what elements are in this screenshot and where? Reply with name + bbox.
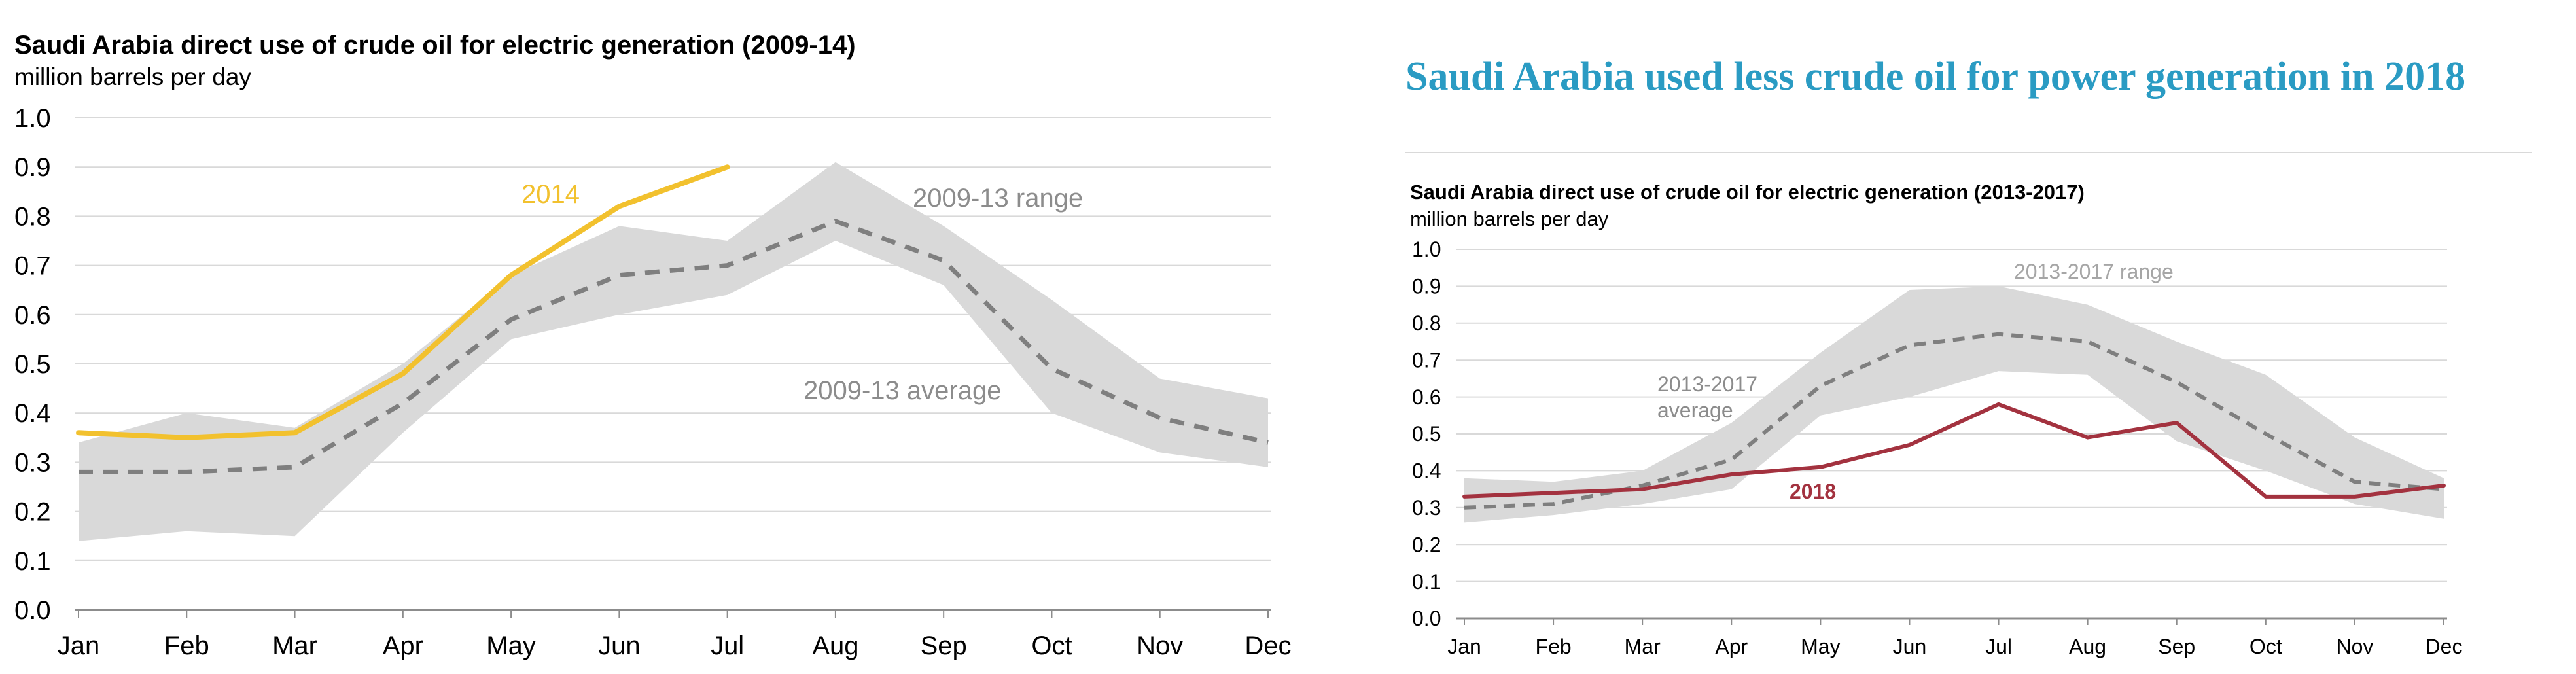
c1-y-tick-label: 1.0 xyxy=(14,104,51,133)
c1-y-tick-label: 0.9 xyxy=(14,153,51,182)
chart1-subtitle: million barrels per day xyxy=(14,63,251,90)
c2-x-tick-label: Jul xyxy=(1985,635,2012,658)
c1-y-tick-label: 0.2 xyxy=(14,498,51,527)
chart1-annotation-2014: 2014 xyxy=(521,180,580,209)
c2-x-tick-label: Feb xyxy=(1536,635,1572,658)
chart2-subtitle: million barrels per day xyxy=(1410,207,1609,230)
c2-x-tick-label: Mar xyxy=(1625,635,1661,658)
header-divider xyxy=(1405,152,2532,153)
chart2-title: Saudi Arabia direct use of crude oil for… xyxy=(1410,181,2085,204)
c2-y-tick-label: 1.0 xyxy=(1412,238,1441,261)
c2-y-tick-label: 0.0 xyxy=(1412,607,1441,630)
c2-y-tick-label: 0.4 xyxy=(1412,459,1441,483)
chart-2013-2017: Saudi Arabia direct use of crude oil for… xyxy=(1410,181,2462,658)
c2-y-tick-label: 0.9 xyxy=(1412,275,1441,298)
c1-y-tick-label: 0.3 xyxy=(14,448,51,477)
page-header-title: Saudi Arabia used less crude oil for pow… xyxy=(1405,54,2466,99)
c2-x-tick-label: Sep xyxy=(2158,635,2195,658)
c1-x-tick-label: Feb xyxy=(164,631,209,660)
c1-x-tick-label: Oct xyxy=(1031,631,1072,660)
c1-y-tick-label: 0.6 xyxy=(14,301,51,330)
c1-y-tick-label: 0.4 xyxy=(14,399,51,428)
chart2-y-axis: 0.0 0.1 0.2 0.3 0.4 0.5 0.6 0.7 0.8 0.9 1.0 xyxy=(1412,238,1441,630)
c2-y-tick-label: 0.5 xyxy=(1412,422,1441,446)
chart2-annotation-average-line2: average xyxy=(1657,399,1733,422)
c2-y-tick-label: 0.2 xyxy=(1412,533,1441,556)
c2-y-tick-label: 0.6 xyxy=(1412,385,1441,409)
chart2-range-band xyxy=(1464,286,2444,523)
c2-series-line-2018 xyxy=(1462,402,2446,499)
c2-x-tick-label: Apr xyxy=(1715,635,1748,658)
c2-x-tick-label: Jun xyxy=(1893,635,1927,658)
c1-y-tick-label: 0.8 xyxy=(14,202,51,231)
chart2-x-axis: Jan Feb Mar Apr May Jun Jul Aug Sep Oct Nov Dec xyxy=(1447,618,2462,658)
c2-y-tick-label: 0.8 xyxy=(1412,311,1441,335)
c1-x-tick-label: May xyxy=(486,631,536,660)
c1-series-line-2014 xyxy=(76,164,730,440)
chart2-annotation-range: 2013-2017 range xyxy=(2014,260,2174,283)
chart-2009-14: Saudi Arabia direct use of crude oil for… xyxy=(14,31,1292,660)
c1-x-tick-label: Apr xyxy=(383,631,423,660)
chart2-annotation-average-line1: 2013-2017 xyxy=(1657,372,1757,396)
chart1-series xyxy=(76,164,1269,474)
c1-x-tick-label: Nov xyxy=(1137,631,1183,660)
c1-y-tick-label: 0.0 xyxy=(14,596,51,625)
chart1-title: Saudi Arabia direct use of crude oil for… xyxy=(14,31,856,60)
c1-x-tick-label: Jan xyxy=(58,631,100,660)
chart1-range-band xyxy=(79,162,1268,541)
chart1-x-axis: Jan Feb Mar Apr May Jun Jul Aug Sep Oct Nov Dec xyxy=(58,610,1292,660)
c2-y-tick-label: 0.3 xyxy=(1412,496,1441,520)
c1-x-tick-label: Mar xyxy=(272,631,317,660)
c1-series-line-2009-13-average xyxy=(79,219,1269,474)
c2-y-tick-label: 0.7 xyxy=(1412,348,1441,372)
c2-x-tick-label: May xyxy=(1801,635,1840,658)
chart1-y-axis: 0.0 0.1 0.2 0.3 0.4 0.5 0.6 0.7 0.8 0.9 1.0 xyxy=(14,104,51,625)
chart2-annotation-2018: 2018 xyxy=(1790,480,1836,503)
chart2-series xyxy=(1462,332,2446,510)
c1-y-tick-label: 0.7 xyxy=(14,252,51,281)
c1-x-tick-label: Jun xyxy=(598,631,641,660)
c2-x-tick-label: Jan xyxy=(1447,635,1481,658)
c2-x-tick-label: Nov xyxy=(2336,635,2373,658)
c1-x-tick-label: Dec xyxy=(1244,631,1291,660)
chart1-annotation-average: 2009-13 average xyxy=(803,376,1001,405)
c2-y-tick-label: 0.1 xyxy=(1412,570,1441,594)
c2-x-tick-label: Aug xyxy=(2069,635,2106,658)
chart1-annotation-range: 2009-13 range xyxy=(913,184,1083,213)
c1-y-tick-label: 0.1 xyxy=(14,547,51,576)
c2-x-tick-label: Oct xyxy=(2250,635,2282,658)
c1-y-tick-label: 0.5 xyxy=(14,350,51,379)
c2-x-tick-label: Dec xyxy=(2426,635,2463,658)
c1-x-tick-label: Sep xyxy=(921,631,967,660)
c1-x-tick-label: Jul xyxy=(711,631,744,660)
c1-x-tick-label: Aug xyxy=(812,631,858,660)
